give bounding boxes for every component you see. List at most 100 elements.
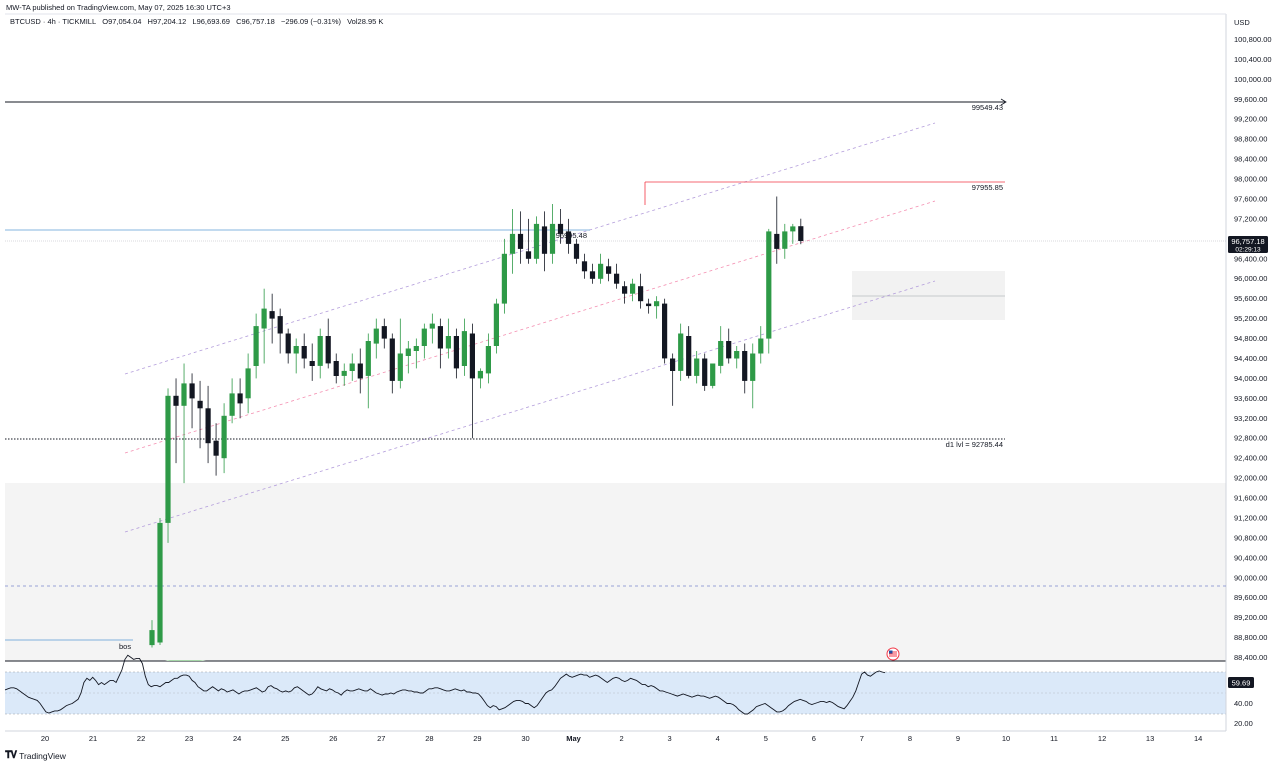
candle-body[interactable]: [149, 630, 155, 646]
candle-body[interactable]: [790, 226, 796, 232]
candle-body[interactable]: [662, 303, 668, 359]
candle-body[interactable]: [638, 286, 644, 302]
ohlc-legend: BTCUSD · 4h · TICKMILL O97,054.04 H97,20…: [10, 17, 387, 26]
candle-body[interactable]: [373, 328, 379, 344]
candle-body[interactable]: [189, 383, 195, 399]
candle-body[interactable]: [205, 408, 211, 444]
candle-body[interactable]: [710, 363, 716, 386]
candle-body[interactable]: [165, 395, 171, 523]
candle-body[interactable]: [573, 243, 580, 259]
candle-body[interactable]: [750, 353, 756, 381]
tradingview-icon: 𝐓𝐕: [5, 750, 17, 761]
price-tick-label: 95,200.00: [1234, 314, 1267, 323]
candle-body[interactable]: [365, 341, 371, 376]
time-tick-label: 5: [764, 734, 768, 743]
candle-body[interactable]: [782, 231, 788, 249]
candle-body[interactable]: [598, 263, 604, 279]
candle-body[interactable]: [678, 333, 684, 371]
candle-body[interactable]: [405, 348, 411, 357]
candle-body[interactable]: [549, 223, 556, 254]
candle-body[interactable]: [766, 231, 772, 339]
candle-body[interactable]: [357, 363, 363, 379]
candle-body[interactable]: [798, 226, 804, 241]
candle-body[interactable]: [758, 338, 764, 354]
candle-body[interactable]: [277, 316, 283, 334]
candle-body[interactable]: [718, 341, 724, 366]
candle-body[interactable]: [309, 361, 315, 366]
candle-body[interactable]: [181, 383, 187, 406]
candle-body[interactable]: [293, 346, 299, 354]
candle-body[interactable]: [325, 336, 331, 364]
candle-body[interactable]: [469, 333, 475, 379]
symbol-label[interactable]: BTCUSD · 4h · TICKMILL: [10, 17, 97, 26]
candle-body[interactable]: [501, 253, 507, 304]
candle-body[interactable]: [397, 353, 403, 381]
candle-body[interactable]: [421, 328, 427, 346]
candle-body[interactable]: [437, 326, 443, 349]
candle-body[interactable]: [389, 338, 395, 381]
candle-body[interactable]: [253, 326, 259, 366]
candle-body[interactable]: [589, 271, 596, 279]
candle-body[interactable]: [517, 233, 524, 249]
candle-body[interactable]: [533, 223, 540, 259]
candle-body[interactable]: [702, 358, 708, 386]
candle-body[interactable]: [301, 346, 307, 359]
candle-body[interactable]: [333, 361, 339, 376]
candle-body[interactable]: [493, 303, 499, 346]
candle-body[interactable]: [630, 283, 636, 294]
candle-body[interactable]: [349, 363, 355, 372]
candle-body[interactable]: [429, 323, 435, 329]
candle-body[interactable]: [614, 273, 620, 284]
candle-body[interactable]: [606, 266, 612, 274]
rsi-tick-20: 20.00: [1234, 719, 1253, 728]
candle-body[interactable]: [229, 393, 235, 416]
candle-body[interactable]: [622, 286, 628, 294]
candle-body[interactable]: [237, 393, 243, 404]
candle-body[interactable]: [261, 308, 267, 329]
candle-body[interactable]: [445, 336, 451, 349]
time-axis[interactable]: 20 21 22 23 24 25 26 27 28 29 30 May 2 3 4 5 6 7 8 9 10 11 12 1…: [41, 734, 1203, 743]
candle-body[interactable]: [485, 346, 491, 374]
close-value: C96,757.18: [236, 17, 275, 26]
rsi-value: 59.69: [1232, 679, 1251, 688]
candle-body[interactable]: [213, 440, 219, 456]
candle-body[interactable]: [509, 233, 516, 254]
candle-body[interactable]: [285, 333, 291, 354]
price-axis[interactable]: 100,800.00 100,400.00 100,000.00 99,600.00 9…: [1234, 35, 1272, 662]
tradingview-logo[interactable]: 𝐓𝐕 TradingView: [5, 750, 66, 761]
candle-body[interactable]: [221, 415, 227, 459]
candle-body[interactable]: [453, 336, 459, 369]
candle-body[interactable]: [557, 223, 564, 234]
candle-body[interactable]: [173, 395, 179, 406]
candle-body[interactable]: [734, 351, 740, 359]
price-tick-label: 98,000.00: [1234, 175, 1267, 184]
candle-body[interactable]: [197, 400, 203, 409]
candle-body[interactable]: [525, 251, 532, 259]
candle-body[interactable]: [157, 522, 163, 643]
candle-body[interactable]: [565, 231, 572, 244]
candle-body[interactable]: [581, 261, 588, 272]
price-tick-label: 88,800.00: [1234, 633, 1267, 642]
candle-body[interactable]: [694, 358, 700, 376]
candle-body[interactable]: [726, 341, 732, 359]
candle-body[interactable]: [341, 370, 347, 376]
candle-body[interactable]: [774, 233, 780, 249]
candle-body[interactable]: [461, 331, 467, 366]
candle-body[interactable]: [413, 346, 419, 351]
candle-body[interactable]: [670, 358, 676, 372]
price-tick-label: 97,200.00: [1234, 214, 1267, 223]
candle-body[interactable]: [646, 303, 652, 307]
price-tick-label: 98,400.00: [1234, 155, 1267, 164]
candle-body[interactable]: [541, 226, 548, 254]
candle-body[interactable]: [269, 311, 275, 319]
candle-body[interactable]: [477, 370, 483, 379]
candle-body[interactable]: [245, 368, 251, 399]
candle-body[interactable]: [654, 301, 660, 307]
candle-body[interactable]: [742, 351, 748, 381]
candle-body[interactable]: [381, 326, 387, 339]
us-flag-icon[interactable]: [886, 647, 900, 661]
candle-body[interactable]: [686, 336, 692, 376]
time-tick-label: 2: [620, 734, 624, 743]
candle-body[interactable]: [317, 336, 323, 366]
